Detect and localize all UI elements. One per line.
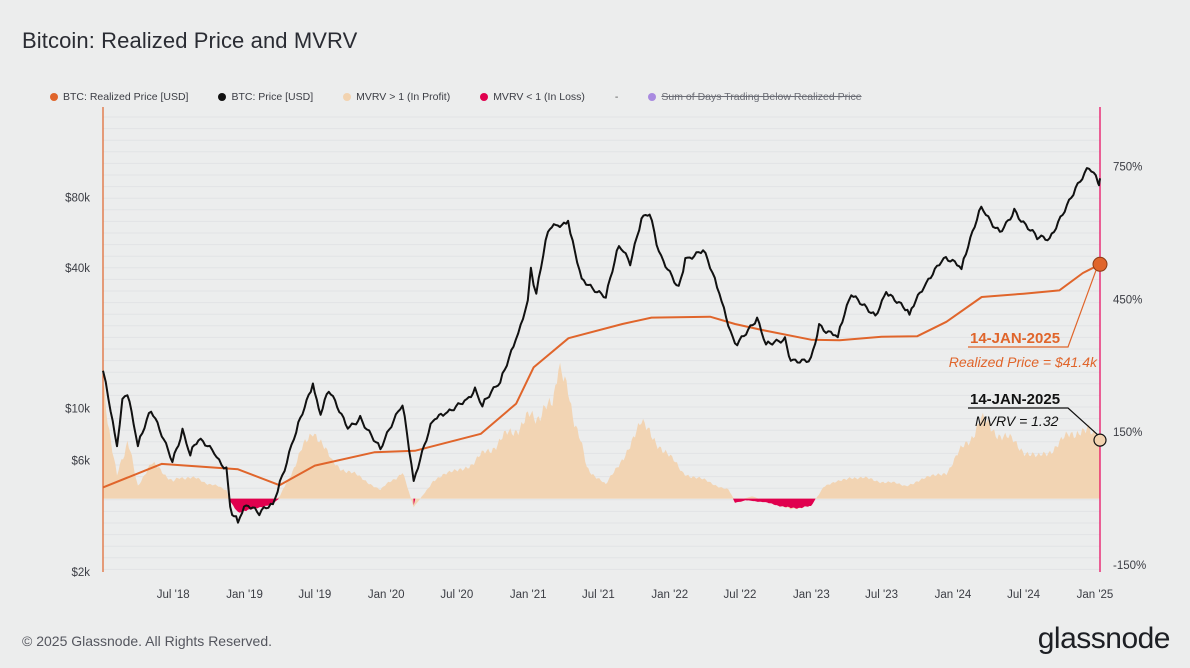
x-axis-tick: Jan '23 — [793, 589, 830, 601]
realized-price-marker — [1092, 256, 1108, 272]
legend-label: MVRV > 1 (In Profit) — [356, 91, 451, 103]
realized-annotation-leader — [968, 270, 1097, 348]
mvrv-marker — [1093, 433, 1107, 447]
legend-label: BTC: Price [USD] — [231, 91, 314, 103]
legend-item[interactable]: BTC: Price [USD] — [218, 91, 313, 103]
legend-separator: - — [614, 91, 619, 103]
copyright-notice: © 2025 Glassnode. All Rights Reserved. — [22, 633, 273, 649]
mvrv-annotation-leader — [968, 407, 1099, 436]
y-axis-left-tick: $80k — [65, 192, 90, 204]
realized-annotation-date: 14-JAN-2025 — [970, 330, 1060, 347]
x-axis-tick: Jul '24 — [1007, 589, 1040, 601]
y-axis-right-tick: 150% — [1113, 427, 1142, 439]
y-axis-right-tick: 450% — [1113, 294, 1142, 306]
chart-legend: BTC: Realized Price [USD] BTC: Price [USD… — [50, 90, 892, 104]
x-axis-tick: Jan '20 — [368, 589, 405, 601]
legend-item[interactable]: MVRV < 1 (In Loss) — [480, 91, 585, 103]
legend-label: MVRV < 1 (In Loss) — [493, 91, 585, 103]
realized-annotation-label: Realized Price = $41.4k — [949, 354, 1098, 370]
brand-logo: glassnode — [1037, 622, 1171, 655]
legend-swatch — [343, 93, 352, 101]
x-axis-tick: Jul '23 — [865, 589, 898, 601]
page-title: Bitcoin: Realized Price and MVRV — [22, 28, 358, 53]
legend-item[interactable]: MVRV > 1 (In Profit) — [343, 91, 450, 103]
y-axis-left-tick: $6k — [71, 455, 90, 467]
legend-label: BTC: Realized Price [USD] — [63, 91, 189, 103]
mvrv-annotation-label: MVRV = 1.32 — [975, 413, 1059, 429]
legend-swatch — [480, 93, 489, 101]
x-axis-tick: Jul '22 — [724, 589, 757, 601]
y-axis-left-tick: $10k — [65, 404, 90, 416]
y-axis-left-tick: $2k — [71, 567, 90, 579]
x-axis-tick: Jul '20 — [440, 589, 473, 601]
legend-label: Sum of Days Trading Below Realized Price — [661, 91, 862, 103]
y-axis-right-tick: 750% — [1113, 161, 1142, 173]
legend-swatch — [648, 93, 657, 101]
x-axis-tick: Jul '19 — [298, 589, 331, 601]
y-axis-right-tick: -150% — [1113, 560, 1146, 572]
x-axis-tick: Jan '22 — [651, 589, 688, 601]
mvrv-loss-area — [228, 498, 816, 513]
legend-swatch — [50, 93, 58, 101]
mvrv-annotation-date: 14-JAN-2025 — [970, 391, 1060, 408]
mvrv-profit-area — [103, 362, 1100, 510]
legend-item[interactable]: BTC: Realized Price [USD] — [50, 91, 188, 103]
y-axis-left-tick: $40k — [65, 263, 90, 275]
btc-price-line — [102, 167, 1101, 524]
chart-area: $2k $6k $10k $40k $80k -150% 150% 450% 750% Jul '… — [65, 107, 1146, 601]
x-axis-tick: Jan '21 — [510, 589, 547, 601]
x-axis-tick: Jan '25 — [1077, 589, 1114, 601]
x-axis-tick: Jan '24 — [935, 589, 972, 601]
legend-item[interactable]: Sum of Days Trading Below Realized Price — [648, 91, 862, 103]
x-axis-tick: Jan '19 — [226, 589, 263, 601]
legend-swatch — [218, 93, 227, 101]
x-axis-tick: Jul '18 — [157, 589, 190, 601]
realized-price-line — [102, 263, 1101, 489]
x-axis-tick: Jul '21 — [582, 589, 615, 601]
